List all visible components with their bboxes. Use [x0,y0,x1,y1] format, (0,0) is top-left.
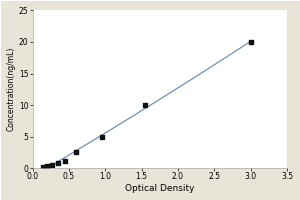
X-axis label: Optical Density: Optical Density [125,184,194,193]
Point [143,103,148,107]
Point [99,135,104,138]
Point [41,166,46,169]
Point [56,161,60,165]
Point [248,40,253,44]
Point [63,159,68,162]
Point [50,163,55,167]
Point [74,151,79,154]
Point [45,165,50,168]
Y-axis label: Concentration(ng/mL): Concentration(ng/mL) [7,47,16,131]
